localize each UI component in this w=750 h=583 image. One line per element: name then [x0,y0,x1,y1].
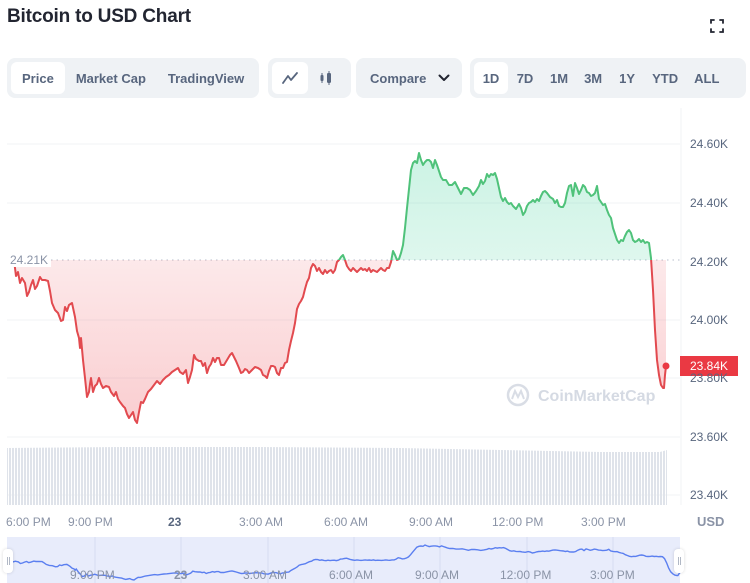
x-tick: 6:00 PM [6,515,51,529]
chevron-down-icon [438,74,450,81]
y-tick: 23.60K [690,430,729,444]
range-1d[interactable]: 1D [474,62,508,94]
navigator-left-handle[interactable] [3,549,13,573]
nav-tick: 23 [174,568,188,582]
x-tick: 3:00 AM [239,515,284,529]
y-tick: 23.80K [690,371,729,385]
line-chart-icon [282,72,298,84]
time-range-tabs: 1D 7D 1M 3M 1Y YTD ALL [470,58,746,98]
y-tick: 23.40K [690,488,729,502]
baseline-price-label: 24.21K [7,253,52,267]
range-1m[interactable]: 1M [550,70,569,86]
tab-tradingview[interactable]: TradingView [167,70,245,86]
x-tick: 3:00 PM [581,515,626,529]
nav-tick: 9:00 PM [70,568,115,582]
y-tick: 24.20K [690,255,729,269]
compare-label: Compare [370,70,433,86]
tab-price[interactable]: Price [11,62,65,94]
page-title: Bitcoin to USD Chart [7,6,191,27]
line-chart-button[interactable] [272,62,308,94]
y-tick: 24.00K [690,313,729,327]
volume-bars [7,447,667,505]
nav-tick: 3:00 AM [243,568,288,582]
nav-tick: 6:00 AM [329,568,374,582]
nav-tick: 12:00 PM [500,568,552,582]
range-ytd[interactable]: YTD [652,70,679,86]
compare-dropdown[interactable]: Compare [356,58,462,98]
chart-type-tabs: Price Market Cap TradingView [7,58,259,98]
current-price-dot [662,362,670,370]
range-all[interactable]: ALL [694,70,720,86]
current-price-badge: 23.84K [680,356,738,376]
watermark-text: CoinMarketCap [538,388,656,405]
candlestick-button[interactable] [308,62,344,94]
x-tick: 9:00 AM [409,515,454,529]
navigator-line [6,544,681,581]
y-tick: 24.60K [690,137,729,151]
nav-tick: 9:00 AM [415,568,460,582]
chart-style-toggle [268,58,351,98]
currency-label: USD [697,514,725,529]
navigator-right-handle[interactable] [674,549,684,573]
compare-button[interactable]: Compare [360,62,460,94]
tab-market-cap[interactable]: Market Cap [75,70,146,86]
candlestick-icon [320,71,331,85]
nav-tick: 3:00 PM [590,568,635,582]
x-tick: 9:00 PM [68,515,113,529]
range-3m[interactable]: 3M [584,70,603,86]
range-1y[interactable]: 1Y [619,70,636,86]
fullscreen-expand-icon[interactable] [708,17,726,35]
range-7d[interactable]: 7D [516,70,534,86]
navigator-background [7,537,680,583]
x-tick: 12:00 PM [492,515,544,529]
coinmarketcap-watermark [506,383,530,407]
x-tick: 23 [168,515,182,529]
y-tick: 24.40K [690,196,729,210]
x-tick: 6:00 AM [324,515,369,529]
